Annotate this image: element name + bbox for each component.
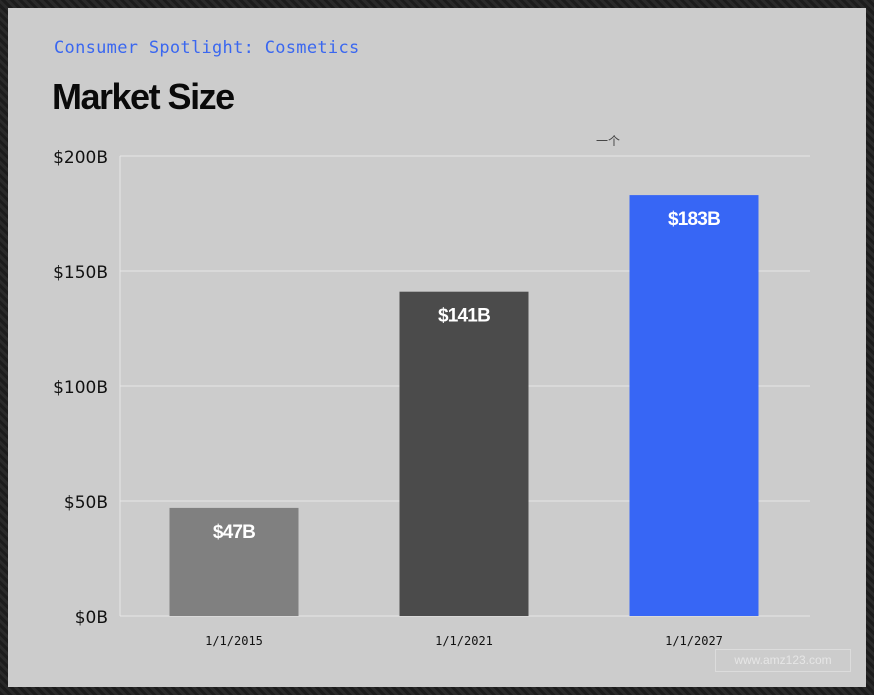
data-label: $183B — [668, 209, 720, 230]
chart-panel: Consumer Spotlight: Cosmetics Market Siz… — [8, 8, 866, 687]
data-label: $47B — [213, 522, 255, 543]
watermark: www.amz123.com — [715, 649, 851, 672]
bar-chart: $0B $50B $100B $150B $200B $47B 1/1/2015 $141B 1… — [53, 148, 810, 648]
x-tick-label: 1/1/2027 — [665, 634, 723, 648]
y-tick-label: $200B — [53, 148, 108, 168]
y-tick-label: $100B — [53, 378, 108, 398]
y-tick-label: $150B — [53, 263, 108, 283]
x-tick-label: 1/1/2015 — [205, 634, 263, 648]
bar — [399, 291, 529, 616]
chart-title: Market Size — [52, 76, 235, 117]
chart-kicker: Consumer Spotlight: Cosmetics — [54, 38, 360, 58]
y-tick-label: $50B — [64, 493, 108, 513]
y-tick-label: $0B — [75, 608, 108, 628]
bar — [169, 507, 299, 616]
data-label: $141B — [438, 306, 490, 327]
x-tick-label: 1/1/2021 — [435, 634, 493, 648]
arrow-marker: 一个 — [596, 134, 621, 148]
bar — [629, 195, 759, 616]
